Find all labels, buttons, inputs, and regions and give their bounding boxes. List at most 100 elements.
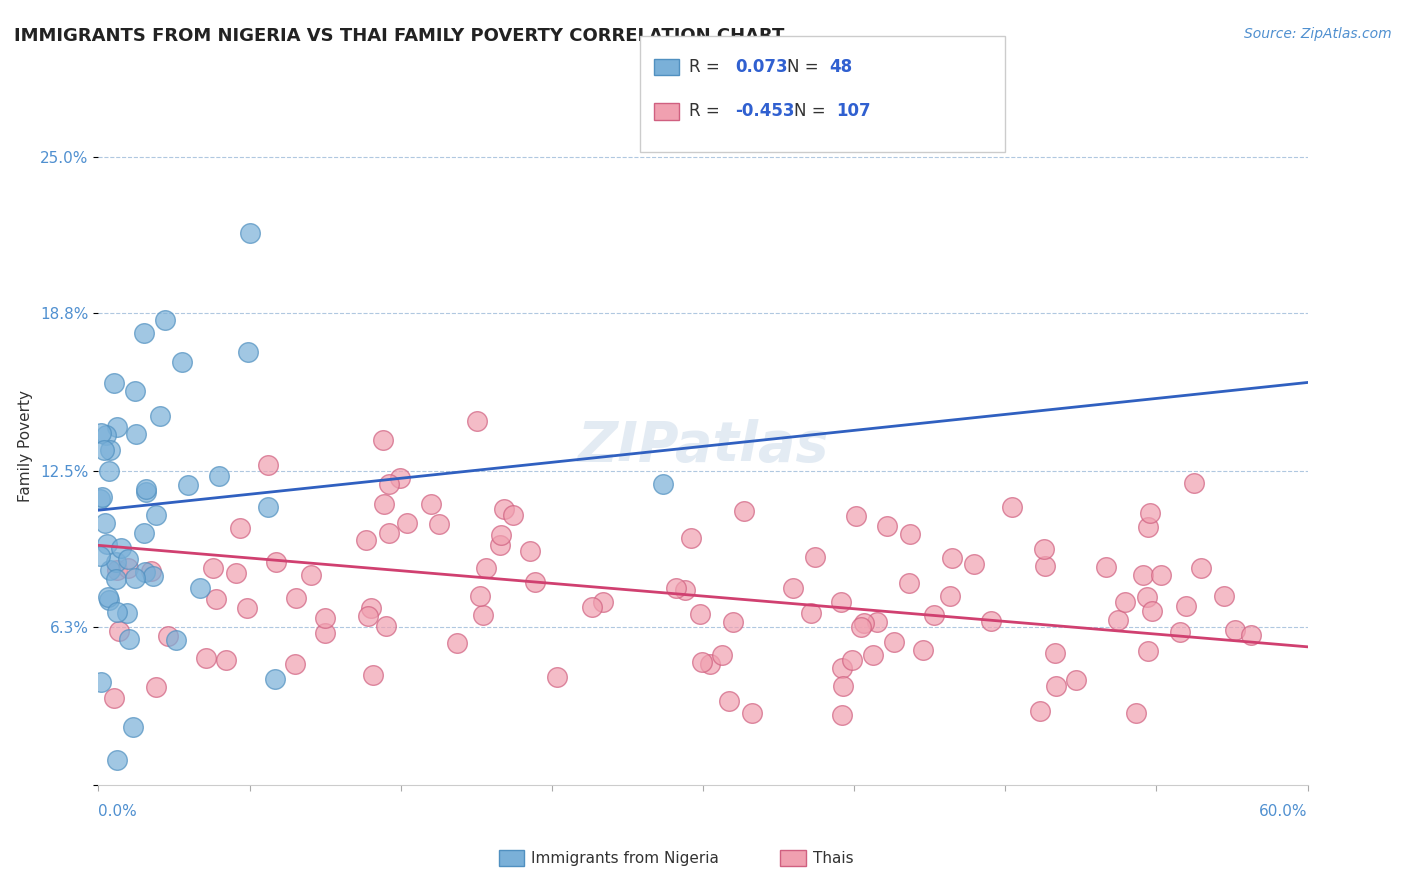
Point [1045, 679, 1067, 693]
Point [831, 707, 853, 722]
Point [90, 674, 112, 689]
Point [1212, 589, 1234, 603]
Point [941, 550, 963, 565]
Point [782, 582, 804, 596]
Point [105, 605, 128, 619]
Point [132, 525, 155, 540]
Point [1033, 558, 1056, 573]
Point [103, 376, 125, 390]
Point [1174, 599, 1197, 614]
Point [862, 648, 884, 662]
Point [1107, 613, 1129, 627]
Point [427, 517, 450, 532]
Point [121, 720, 143, 734]
Text: Immigrants from Nigeria: Immigrants from Nigeria [531, 851, 720, 865]
Point [202, 560, 225, 574]
Point [141, 564, 163, 578]
Point [97, 590, 120, 604]
Point [188, 581, 211, 595]
Point [883, 635, 905, 649]
Point [134, 326, 156, 340]
Point [229, 520, 252, 534]
Point [124, 570, 146, 584]
Y-axis label: Family Poverty: Family Poverty [18, 390, 34, 502]
Point [1125, 706, 1147, 721]
Point [1150, 567, 1173, 582]
Point [284, 657, 307, 672]
Point [420, 497, 443, 511]
Point [718, 694, 741, 708]
Point [215, 653, 238, 667]
Point [165, 632, 187, 647]
Point [723, 615, 745, 630]
Point [264, 672, 287, 686]
Point [361, 668, 384, 682]
Point [100, 563, 122, 577]
Point [111, 37, 134, 52]
Point [104, 555, 127, 569]
Point [699, 657, 721, 672]
Point [1114, 595, 1136, 609]
Point [89, 549, 111, 563]
Point [912, 643, 935, 657]
Point [831, 679, 853, 693]
Point [104, 572, 127, 586]
Point [1223, 623, 1246, 637]
Point [679, 531, 702, 545]
Point [1029, 704, 1052, 718]
Point [938, 589, 960, 603]
Point [852, 615, 875, 630]
Point [314, 611, 336, 625]
Point [491, 528, 513, 542]
Point [962, 557, 984, 571]
Point [103, 690, 125, 705]
Point [135, 482, 157, 496]
Point [1001, 500, 1024, 515]
Point [470, 589, 492, 603]
Point [474, 561, 496, 575]
Text: -0.453: -0.453 [735, 103, 794, 120]
Point [1137, 644, 1160, 658]
Point [373, 434, 395, 448]
Point [108, 624, 131, 639]
Point [446, 635, 468, 649]
Point [980, 615, 1002, 629]
Point [1066, 673, 1088, 688]
Point [378, 526, 401, 541]
Point [665, 581, 688, 595]
Point [1139, 507, 1161, 521]
Point [898, 527, 921, 541]
Point [1168, 624, 1191, 639]
Point [205, 592, 228, 607]
Text: 107: 107 [837, 103, 872, 120]
Point [592, 595, 614, 609]
Point [208, 469, 231, 483]
Point [876, 519, 898, 533]
Point [93, 443, 115, 458]
Point [377, 476, 399, 491]
Point [492, 501, 515, 516]
Point [96, 537, 118, 551]
Point [360, 601, 382, 615]
Point [519, 544, 541, 558]
Point [851, 620, 873, 634]
Point [145, 680, 167, 694]
Point [831, 661, 853, 675]
Point [733, 504, 755, 518]
Point [105, 753, 128, 767]
Point [266, 556, 288, 570]
Text: Thais: Thais [813, 851, 853, 865]
Point [124, 384, 146, 398]
Point [98, 443, 121, 458]
Text: 48: 48 [830, 58, 852, 76]
Text: R =: R = [689, 103, 725, 120]
Point [690, 655, 713, 669]
Point [830, 595, 852, 609]
Text: R =: R = [689, 58, 725, 76]
Point [741, 706, 763, 721]
Point [142, 569, 165, 583]
Point [90, 425, 112, 440]
Point [257, 458, 280, 473]
Text: 60.0%: 60.0% [1260, 804, 1308, 819]
Text: 0.0%: 0.0% [98, 804, 138, 819]
